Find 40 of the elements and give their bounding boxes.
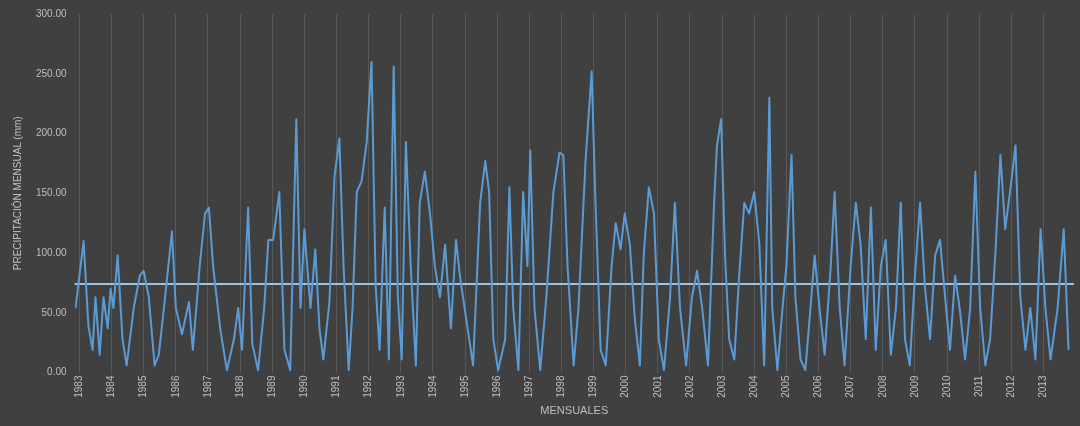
y-tick-label: 300.00 — [35, 7, 68, 19]
y-axis-title: PRECIPITACIÓN MENSUAL (mm) — [10, 116, 23, 271]
x-tick-label: 1990 — [298, 375, 310, 398]
x-tick-label: 2010 — [940, 375, 952, 398]
x-tick-label: 2007 — [844, 375, 856, 398]
x-tick-label: 2013 — [1037, 375, 1049, 398]
x-tick-label: 2004 — [748, 375, 759, 398]
x-tick-label: 2008 — [876, 375, 888, 398]
x-tick-label: 2000 — [619, 375, 631, 398]
x-tick-label: 1991 — [330, 375, 342, 398]
x-tick-label: 2005 — [780, 375, 792, 398]
x-tick-label: 2012 — [1005, 375, 1017, 398]
x-tick-label: 1995 — [458, 375, 470, 398]
y-tick-label: 0.00 — [47, 366, 68, 378]
x-tick-label: 1988 — [233, 375, 245, 398]
x-tick-label: 1993 — [394, 375, 406, 398]
y-tick-label: 100.00 — [35, 246, 68, 258]
x-axis-title: MENSUALES — [540, 404, 609, 417]
x-tick-label: 1989 — [265, 375, 277, 398]
x-tick-label: 2002 — [683, 375, 695, 398]
x-tick-label: 1984 — [105, 375, 117, 398]
x-tick-label: 1986 — [169, 375, 181, 398]
x-tick-label: 2009 — [908, 375, 920, 398]
x-tick-label: 1996 — [490, 375, 502, 398]
x-tick-label: 1994 — [426, 375, 438, 398]
x-tick-label: 1998 — [555, 375, 567, 398]
y-tick-label: 200.00 — [35, 127, 68, 139]
x-tick-label: 1983 — [73, 375, 85, 398]
x-tick-label: 2006 — [812, 375, 824, 398]
x-tick-label: 1987 — [201, 375, 213, 398]
x-tick-label: 1997 — [523, 375, 535, 398]
x-tick-label: 1985 — [137, 375, 149, 398]
x-tick-label: 1992 — [362, 375, 374, 398]
x-tick-label: 2011 — [972, 375, 984, 398]
x-tick-label: 2001 — [651, 375, 663, 398]
x-tick-label: 2003 — [715, 375, 727, 398]
x-tick-label: 1999 — [587, 375, 599, 398]
y-tick-label: 50.00 — [41, 306, 68, 318]
y-tick-label: 150.00 — [35, 187, 68, 199]
y-tick-label: 250.00 — [35, 67, 68, 79]
